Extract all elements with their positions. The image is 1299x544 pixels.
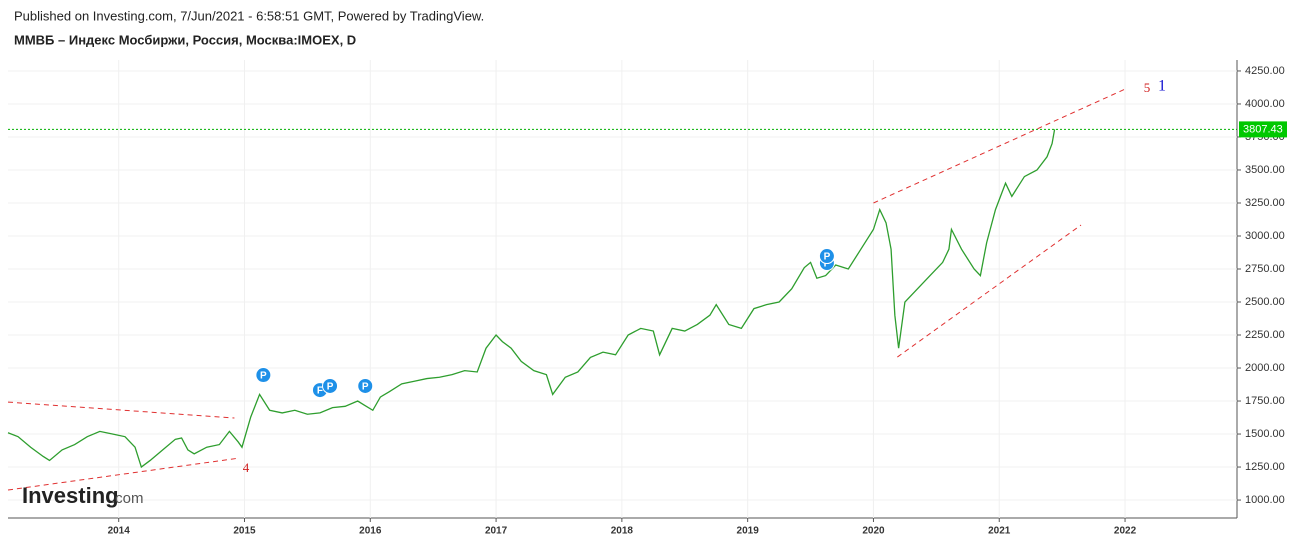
event-marker xyxy=(357,377,374,394)
trend-line xyxy=(7,457,240,491)
y-tick-label: 3000.00 xyxy=(1245,230,1285,242)
last-price-box xyxy=(1239,121,1287,138)
y-tick-label: 2000.00 xyxy=(1245,362,1285,374)
y-tick-label: 1750.00 xyxy=(1245,395,1285,407)
price-line xyxy=(7,129,1056,469)
y-tick-label: 2500.00 xyxy=(1245,296,1285,308)
symbol-title: ММВБ – Индекс Мосбиржи, Россия, Москва:I… xyxy=(14,32,356,47)
event-label: F xyxy=(317,386,323,397)
x-tick-label: 2017 xyxy=(485,526,508,537)
y-tick-label: 4000.00 xyxy=(1245,98,1285,110)
wave-label: 4 xyxy=(243,460,250,475)
y-tick-label: 4250.00 xyxy=(1245,65,1285,77)
logo-brand: Investing xyxy=(22,483,119,508)
x-tick-label: 2022 xyxy=(1114,526,1137,537)
event-label: P xyxy=(260,371,267,382)
event-marker xyxy=(818,248,835,265)
y-tick-label: 3250.00 xyxy=(1245,197,1285,209)
wave-label: 5 xyxy=(1144,80,1151,95)
x-tick-label: 2020 xyxy=(862,526,885,537)
logo-suffix: .com xyxy=(111,490,144,507)
trend-line xyxy=(7,401,235,419)
event-label: P xyxy=(327,382,334,393)
y-tick-label: 1000.00 xyxy=(1245,494,1285,506)
x-tick-label: 2015 xyxy=(233,526,256,537)
wave-label: 1 xyxy=(1158,78,1166,95)
event-label: P xyxy=(824,252,831,263)
event-label: P xyxy=(824,259,831,270)
event-marker xyxy=(322,377,339,394)
trend-line xyxy=(873,87,1128,204)
x-tick-label: 2021 xyxy=(988,526,1011,537)
event-label: P xyxy=(362,382,369,393)
y-tick-label: 1500.00 xyxy=(1245,428,1285,440)
y-tick-label: 1250.00 xyxy=(1245,461,1285,473)
x-tick-label: 2014 xyxy=(108,526,131,537)
last-price-label: 3807.43 xyxy=(1243,123,1283,135)
x-tick-label: 2016 xyxy=(359,526,382,537)
x-tick-label: 2019 xyxy=(737,526,760,537)
y-tick-label: 3500.00 xyxy=(1245,164,1285,176)
published-line: Published on Investing.com, 7/Jun/2021 -… xyxy=(14,8,484,23)
event-marker xyxy=(255,367,272,384)
y-tick-label: 2250.00 xyxy=(1245,329,1285,341)
trend-line xyxy=(897,224,1082,358)
plot xyxy=(7,60,1237,518)
x-tick-label: 2018 xyxy=(611,526,634,537)
y-tick-label: 2750.00 xyxy=(1245,263,1285,275)
